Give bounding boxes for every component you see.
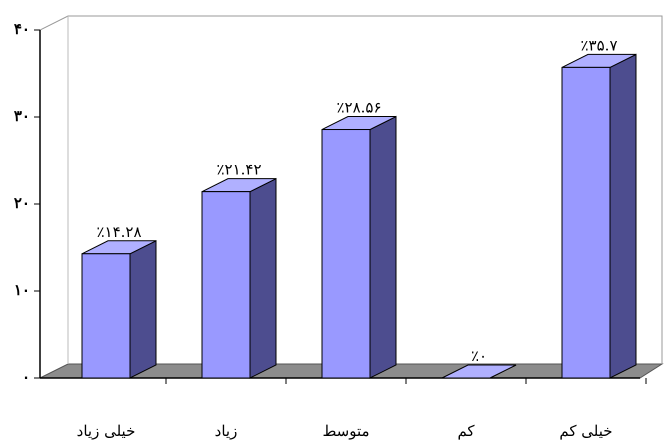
y-tick-label: ۱۰ bbox=[14, 281, 30, 299]
bar-side bbox=[369, 115, 397, 379]
bar bbox=[321, 129, 371, 379]
value-label: ٪۱۴.۲۸ bbox=[96, 223, 141, 241]
y-tick-label: ۰ bbox=[22, 368, 30, 386]
bar-side bbox=[249, 177, 277, 379]
bar-side bbox=[129, 239, 157, 379]
x-tick-label: خیلی کم bbox=[559, 422, 612, 440]
y-tick-label: ۳۰ bbox=[14, 107, 30, 125]
x-tick-label: خیلی زیاد bbox=[77, 422, 136, 440]
bar-top bbox=[441, 364, 517, 379]
value-label: ٪۳۵.۷ bbox=[581, 36, 618, 54]
bar bbox=[561, 66, 611, 379]
y-tick-label: ۲۰ bbox=[14, 194, 30, 212]
bar bbox=[201, 191, 251, 379]
value-label: ٪۲۸.۵۶ bbox=[336, 99, 381, 117]
value-label: ٪۰ bbox=[471, 347, 487, 365]
bar-side bbox=[609, 53, 637, 379]
value-label: ٪۲۱.۴۲ bbox=[216, 161, 261, 179]
x-tick-label: کم bbox=[457, 422, 475, 440]
x-tick-label: متوسط bbox=[322, 422, 369, 440]
bar bbox=[81, 253, 131, 379]
y-tick-label: ۴۰ bbox=[14, 20, 30, 38]
x-tick-label: زیاد bbox=[215, 422, 238, 440]
